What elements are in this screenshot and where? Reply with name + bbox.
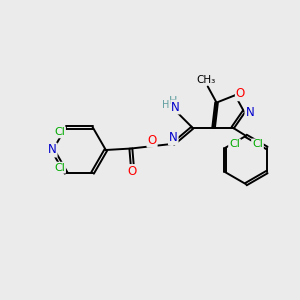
Text: N: N [171,100,180,113]
Text: Cl: Cl [229,140,240,149]
Text: Cl: Cl [54,163,65,172]
Text: O: O [128,165,137,178]
Text: N: N [48,143,57,157]
Text: H: H [169,95,177,106]
Text: N: N [245,106,254,119]
Text: CH₃: CH₃ [196,75,216,85]
Text: N: N [169,131,178,144]
Text: Cl: Cl [252,140,263,149]
Text: O: O [236,87,245,100]
Text: O: O [147,134,157,147]
Text: H: H [162,100,169,110]
Text: Cl: Cl [54,128,65,137]
